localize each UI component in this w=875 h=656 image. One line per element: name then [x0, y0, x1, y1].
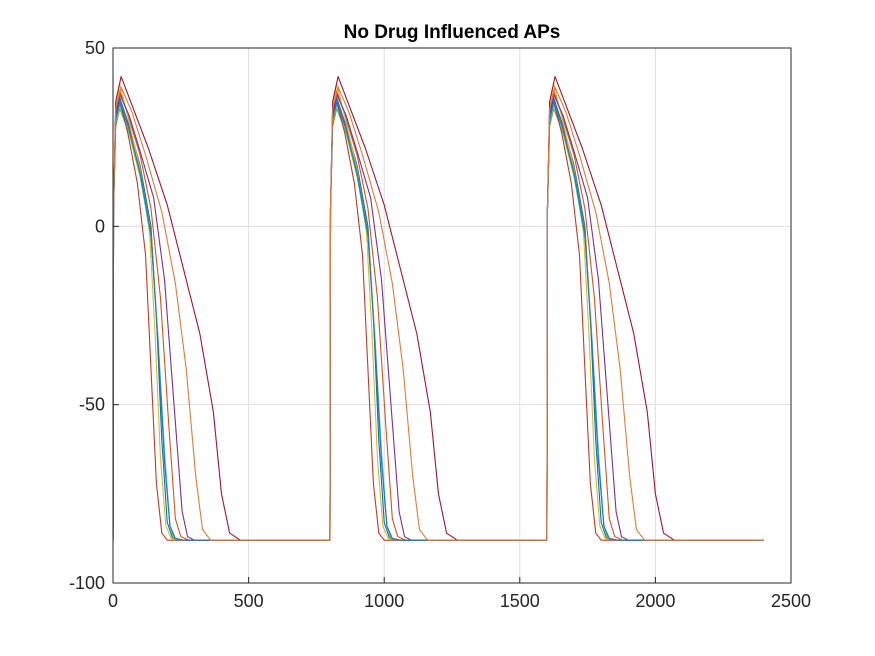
ap-series-line-1	[113, 97, 764, 541]
series-layer	[113, 75, 764, 541]
ticks: 0 500 1000 1500 2000 2500 -100 -50 0 50	[69, 38, 811, 611]
y-tick-label: -50	[79, 395, 105, 415]
chart-title: No Drug Influenced APs	[344, 22, 561, 43]
x-tick-label: 0	[108, 591, 118, 611]
plot-background	[113, 48, 791, 583]
x-tick-label: 1000	[364, 591, 404, 611]
ap-series-line-9	[113, 100, 764, 541]
ap-series-line-10	[113, 86, 764, 541]
x-tick-label: 1500	[500, 591, 540, 611]
y-tick-label: -100	[69, 573, 105, 593]
ap-series-line-7	[113, 75, 764, 541]
x-tick-label: 2000	[635, 591, 675, 611]
ap-series-line-2	[113, 90, 764, 541]
ap-series-line-4	[113, 93, 764, 541]
ap-series-line-8	[113, 100, 764, 541]
ap-series-line-3	[113, 83, 764, 541]
y-tick-label: 0	[95, 216, 105, 236]
y-tick-label: 50	[85, 38, 105, 58]
x-tick-label: 500	[234, 591, 264, 611]
plot-frame	[112, 47, 792, 584]
x-tick-label: 2500	[771, 591, 811, 611]
